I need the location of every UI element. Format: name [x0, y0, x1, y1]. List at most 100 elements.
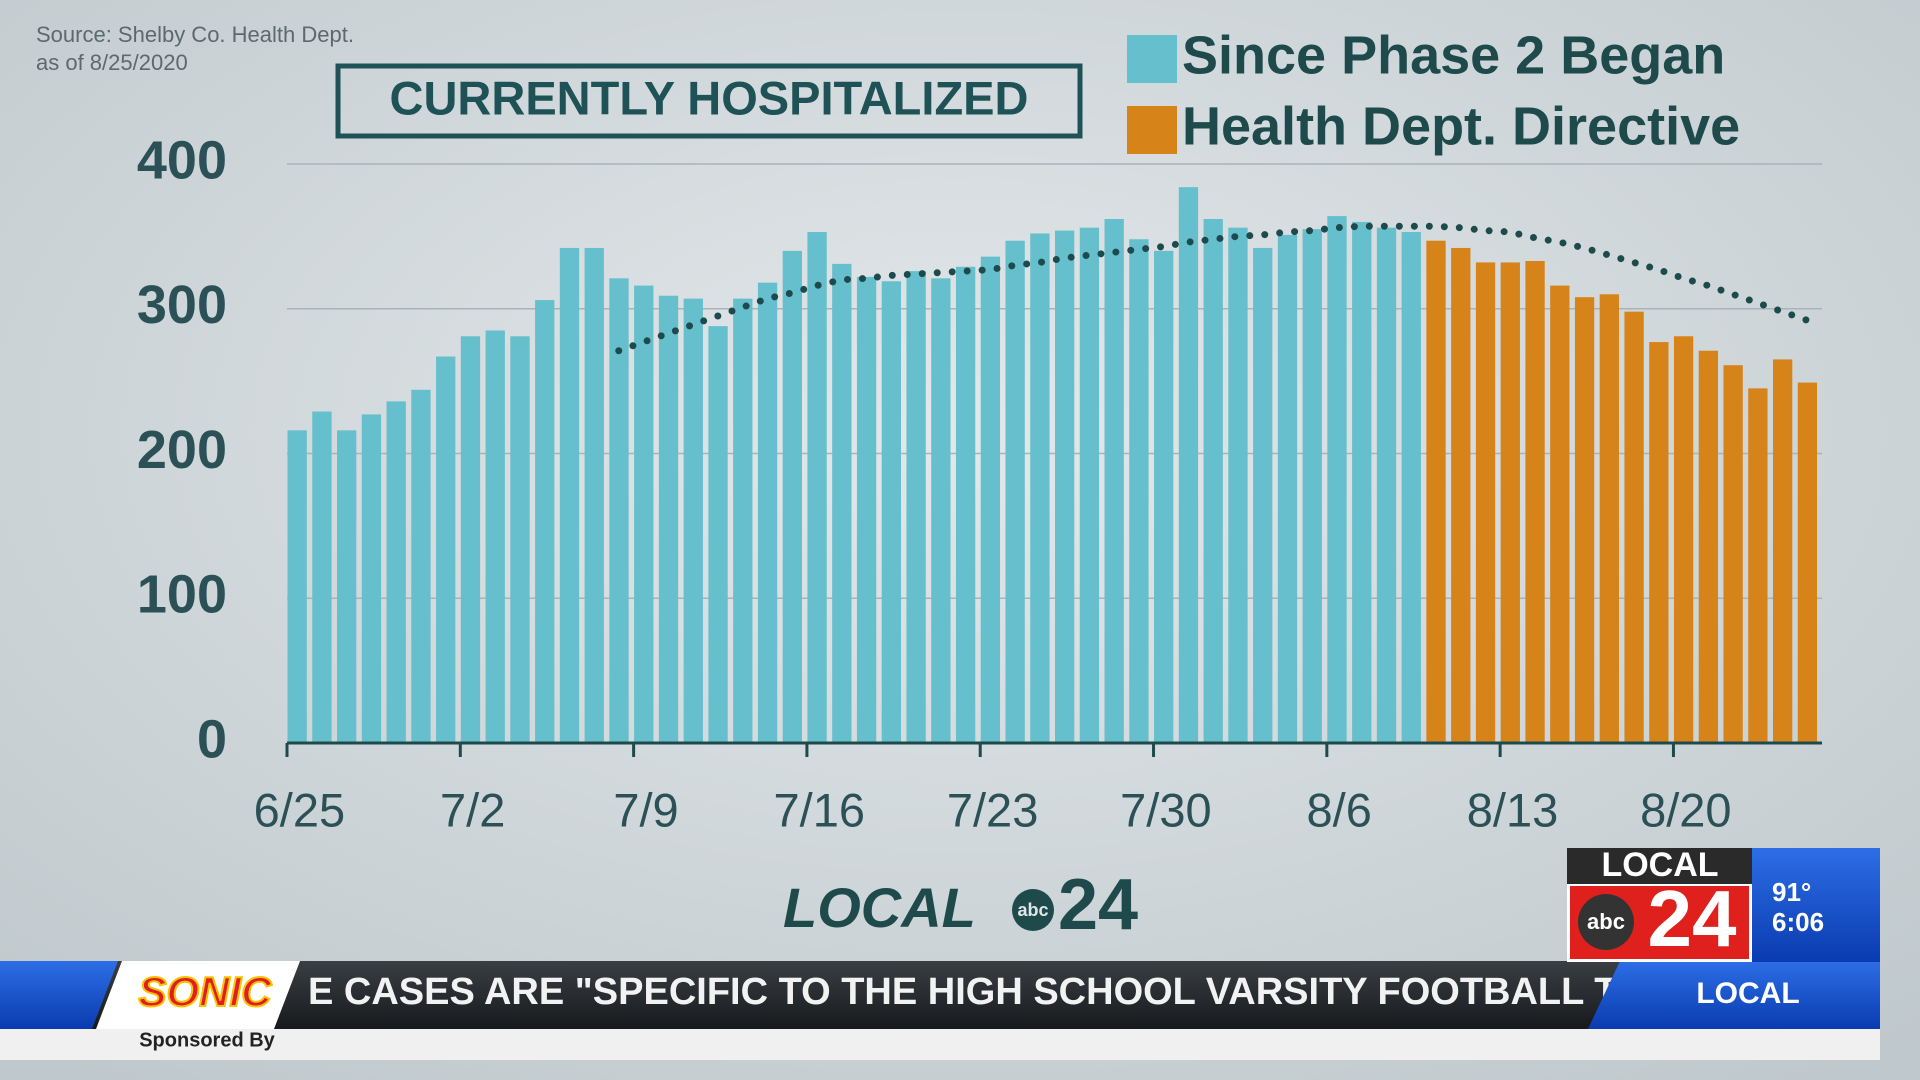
bar	[1599, 294, 1619, 743]
bar	[1574, 297, 1595, 743]
bar	[411, 389, 431, 743]
bar	[1376, 227, 1397, 743]
x-tick-label: 8/13	[1467, 783, 1558, 836]
bar	[1772, 359, 1793, 743]
x-tick-label: 8/6	[1307, 783, 1372, 836]
bar	[386, 401, 406, 743]
bar	[312, 411, 332, 743]
ticker-left	[0, 961, 118, 1029]
bar	[757, 282, 778, 743]
ticker-section-panel	[1588, 961, 1880, 1029]
chart-title: CURRENTLY HOSPITALIZED	[390, 71, 1029, 124]
bar	[584, 247, 604, 743]
bar	[1302, 229, 1322, 743]
bar	[1723, 365, 1743, 743]
bar	[535, 300, 555, 743]
bar	[559, 247, 580, 743]
trend-line	[615, 222, 1811, 355]
bar	[807, 232, 827, 743]
ticker-text: E CASES ARE "SPECIFIC TO THE HIGH SCHOOL…	[308, 971, 1617, 1013]
x-tick-label: 7/9	[613, 783, 678, 836]
bar	[337, 430, 357, 743]
bar	[1748, 388, 1768, 743]
watermark-number: 24	[1058, 865, 1138, 945]
bar	[1624, 311, 1644, 743]
bar	[1500, 262, 1520, 743]
bug-top-bg	[1567, 848, 1752, 884]
sponsor-panel	[96, 961, 300, 1029]
watermark-circle	[1012, 889, 1054, 931]
watermark-text: LOCAL	[783, 876, 976, 939]
bar	[1277, 234, 1298, 744]
bar	[1797, 382, 1818, 743]
bar	[361, 414, 382, 743]
bar	[1451, 247, 1471, 743]
ticker-section: LOCAL	[1696, 977, 1799, 1010]
bar	[1253, 247, 1273, 743]
legend-label: Health Dept. Directive	[1182, 96, 1740, 156]
bar	[955, 266, 976, 743]
bar	[1203, 219, 1223, 743]
bar	[436, 356, 456, 743]
temperature: 91°	[1772, 877, 1811, 907]
bar	[1079, 227, 1100, 743]
title-box	[335, 63, 1083, 139]
y-tick-label: 100	[137, 565, 227, 625]
bar	[1475, 262, 1496, 743]
bar	[683, 298, 703, 743]
x-tick-label: 7/23	[947, 783, 1038, 836]
station-bug: LOCAL abc 24 91° 6:06	[1567, 846, 1880, 963]
bar	[708, 326, 728, 743]
sponsor-strip	[0, 1029, 1880, 1060]
bar	[906, 271, 926, 743]
y-tick-label: 0	[197, 709, 227, 769]
sponsor-logo: SONIC	[138, 968, 272, 1015]
x-tick-label: 7/30	[1120, 783, 1211, 836]
watermark: LOCAL abc 24	[783, 865, 1138, 945]
bar	[1698, 350, 1719, 743]
bar	[1154, 250, 1174, 743]
legend-swatch	[1127, 35, 1177, 83]
bar	[1178, 187, 1199, 743]
sponsor-note: Sponsored By	[139, 1029, 275, 1051]
y-tick-label: 200	[137, 420, 227, 480]
x-tick-label: 6/25	[254, 783, 345, 836]
bar	[1401, 232, 1421, 743]
as-of: as of 8/25/2020	[36, 50, 188, 75]
bar	[1055, 230, 1075, 743]
bar	[1030, 233, 1050, 744]
bar	[1550, 285, 1570, 743]
chart: Source: Shelby Co. Health Dept. as of 8/…	[36, 22, 1822, 836]
bar	[980, 256, 1001, 743]
bar	[287, 430, 307, 743]
bar	[832, 263, 852, 743]
bar	[1649, 342, 1669, 743]
legend-label: Since Phase 2 Began	[1182, 25, 1725, 85]
x-tick-label: 7/16	[774, 783, 865, 836]
bar	[1525, 260, 1545, 743]
bug-circle	[1578, 894, 1634, 950]
y-tick-label: 300	[137, 275, 227, 335]
x-tick-label: 7/2	[440, 783, 505, 836]
bar	[1129, 239, 1149, 743]
watermark-network: abc	[1017, 900, 1048, 920]
bar	[1327, 216, 1347, 744]
bar	[658, 295, 679, 743]
bar	[1426, 240, 1446, 743]
bar	[856, 276, 877, 743]
ticker-bar	[0, 961, 1880, 1029]
bar	[881, 281, 902, 743]
bar	[460, 336, 481, 743]
y-tick-label: 400	[137, 130, 227, 190]
bar	[1228, 227, 1248, 743]
bar	[634, 285, 654, 743]
bug-network: abc	[1587, 909, 1625, 934]
bar	[782, 250, 802, 743]
source: Source: Shelby Co. Health Dept.	[36, 22, 354, 47]
bar	[1005, 240, 1025, 743]
bar	[1352, 221, 1372, 743]
bar	[1104, 219, 1124, 743]
bar	[609, 278, 629, 743]
bar	[931, 278, 951, 743]
